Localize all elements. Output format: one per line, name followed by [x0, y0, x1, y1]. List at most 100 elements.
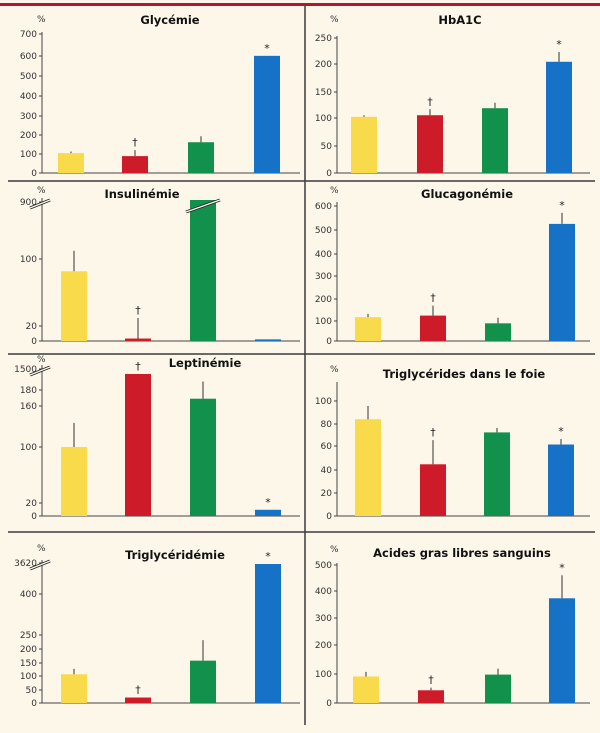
significance-mark: † [135, 304, 141, 317]
bar [482, 108, 508, 173]
bar [546, 61, 572, 174]
y-tick-label: 20 [26, 322, 38, 332]
chart-panel: Triglycérides dans le foie% 0 20 40 60 80 100 †… [315, 365, 590, 522]
y-tick-label: 0 [31, 512, 37, 522]
y-tick-label: 0 [326, 699, 332, 709]
y-tick-label: 20 [26, 499, 38, 509]
significance-mark: * [265, 496, 271, 509]
significance-mark: * [559, 561, 565, 574]
bar [61, 447, 87, 516]
y-tick-label: 700 [20, 30, 37, 40]
bar [484, 432, 510, 516]
significance-mark: * [558, 425, 564, 438]
y-tick-label: 300 [315, 272, 332, 282]
bar [418, 690, 444, 703]
y-tick-label: 400 [20, 92, 37, 102]
chart-panel: Leptinémie% 0 20 100 160 180 1500 † * [14, 355, 300, 522]
y-axis-label: % [330, 186, 339, 196]
y-tick-label: 900 [20, 198, 37, 208]
significance-mark: * [265, 550, 271, 563]
bar [255, 564, 281, 703]
y-tick-label: 500 [315, 561, 332, 571]
significance-mark: † [135, 684, 141, 697]
y-tick-label: 100 [315, 397, 332, 407]
y-tick-label: 600 [20, 52, 37, 62]
chart-panel: HbA1C% 0 50 100 150 200 250 † * [315, 13, 590, 179]
y-tick-label: 100 [315, 670, 332, 680]
y-axis-label: % [37, 544, 46, 554]
y-tick-label: 60 [321, 442, 333, 452]
y-axis-label: % [37, 355, 46, 365]
significance-mark: † [428, 674, 434, 687]
bar [190, 660, 216, 703]
bar [61, 674, 87, 703]
y-tick-label: 150 [20, 659, 37, 669]
y-tick-label: 250 [315, 34, 332, 44]
bar [255, 509, 281, 516]
chart-panel: Glucagonémie% 0 100 200 300 400 500 600 † * [315, 186, 590, 347]
axis-break-mark [29, 560, 51, 570]
bar [254, 55, 280, 173]
y-tick-label: 160 [20, 402, 37, 412]
bar [190, 398, 216, 516]
y-tick-label: 100 [20, 255, 37, 265]
y-tick-label: 180 [20, 386, 37, 396]
y-tick-label: 400 [315, 587, 332, 597]
bar [125, 697, 151, 703]
bar [188, 142, 214, 173]
y-axis-label: % [330, 545, 339, 555]
significance-mark: † [135, 360, 141, 373]
y-tick-label: 100 [20, 443, 37, 453]
y-tick-label: 0 [31, 337, 37, 347]
y-axis-label: % [330, 15, 339, 25]
chart-title: Insulinémie [104, 187, 179, 201]
y-tick-label: 400 [315, 250, 332, 260]
y-tick-label: 200 [315, 641, 332, 651]
bar [58, 153, 84, 173]
bar [485, 323, 511, 341]
y-tick-label: 50 [321, 142, 333, 152]
y-tick-label: 300 [20, 112, 37, 122]
axis-break-mark [29, 366, 51, 376]
y-tick-label: 0 [326, 337, 332, 347]
chart-panel: Insulinémie% 0 20 100 900 † [20, 186, 300, 347]
y-tick-label: 250 [20, 631, 37, 641]
bar [351, 116, 377, 173]
bar [355, 419, 381, 516]
y-tick-label: 20 [321, 489, 333, 499]
chart-title: Acides gras libres sanguins [373, 546, 551, 560]
bar [420, 315, 446, 341]
chart-title: Leptinémie [169, 356, 242, 370]
chart-panel: Glycémie% 0 100 200 300 400 500 600 700 † * [20, 13, 300, 179]
significance-mark: * [559, 199, 565, 212]
y-tick-label: 600 [315, 202, 332, 212]
y-tick-label: 200 [315, 60, 332, 70]
chart-panel: Triglycéridémie% 0 50 100 150 200 250 400 3620 † * [14, 544, 300, 709]
y-tick-label: 3620 [14, 559, 37, 569]
y-tick-label: 500 [20, 72, 37, 82]
axis-break-mark [29, 199, 51, 209]
significance-mark: † [430, 426, 436, 439]
bar [355, 317, 381, 341]
y-tick-label: 150 [315, 88, 332, 98]
top-rule [0, 3, 600, 6]
y-tick-label: 1500 [14, 365, 37, 375]
bar-break-mark [185, 199, 221, 213]
y-tick-label: 100 [315, 317, 332, 327]
significance-mark: † [430, 292, 436, 305]
bar [61, 271, 87, 341]
y-tick-label: 0 [326, 169, 332, 179]
y-axis-label: % [37, 186, 46, 196]
significance-mark: † [427, 95, 433, 108]
bar [485, 674, 511, 703]
bar [417, 115, 443, 173]
bar [190, 200, 216, 341]
y-tick-label: 100 [20, 150, 37, 160]
chart-title: Glucagonémie [421, 187, 513, 201]
chart-title: Triglycéridémie [125, 548, 225, 562]
bar [420, 464, 446, 516]
bar [549, 598, 575, 703]
y-tick-label: 400 [20, 590, 37, 600]
